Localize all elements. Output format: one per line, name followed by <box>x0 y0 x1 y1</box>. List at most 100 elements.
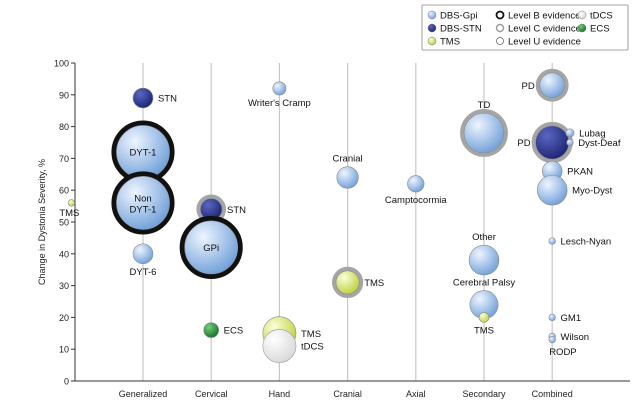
point-label-generalized-non-dyt-1-2: Non DYT-1 <box>130 193 157 215</box>
legend-item-dbs-stn: DBS-STN <box>427 24 482 35</box>
point-label-cervical-ecs-7: ECS <box>224 326 244 337</box>
bubble-fill <box>67 199 76 207</box>
point-combined-myo-dyst-23 <box>536 174 568 206</box>
point-secondary-tms-17 <box>478 312 490 323</box>
bubble-fill <box>116 176 170 230</box>
point-label-generalized-non-dyt-1-2-line-1: DYT-1 <box>130 204 157 215</box>
bubble-fill <box>535 125 570 160</box>
point-combined-lesch-nyan-24 <box>548 237 556 245</box>
x-tick-label-hand: Hand <box>269 389 291 399</box>
point-label-combined-pd-19: PD <box>517 138 530 149</box>
legend-item-level-b-label: Level B evidence <box>508 11 580 22</box>
bubble-fill <box>548 336 556 344</box>
point-secondary-td-14 <box>460 109 508 157</box>
point-label-cervical-gpi-6: GPi <box>203 243 219 254</box>
bubble-fill <box>463 112 505 154</box>
point-combined-dyst-deaf-21 <box>566 138 574 147</box>
bubble-fill <box>548 237 556 245</box>
level-c-ring <box>535 68 569 102</box>
x-tick-label-combined: Combined <box>532 389 573 399</box>
point-label-cranial-cranial-11: Cranial <box>333 154 363 165</box>
point-label-cranial-tms-12: TMS <box>364 278 384 289</box>
bubble-fill <box>184 220 239 275</box>
point-label-hand-tdcs-10: tDCS <box>301 342 324 353</box>
point-hand-tdcs-10 <box>262 329 297 363</box>
point-cranial-tms-12 <box>331 266 364 299</box>
legend-item-level-c: Level C evidence <box>495 23 581 35</box>
point-label-hand-tms-9: TMS <box>301 329 321 340</box>
legend-marker-tdcs <box>577 10 587 20</box>
x-tick-label-generalized: Generalized <box>119 389 168 399</box>
point-generalized-non-dyt-1-2 <box>111 171 175 235</box>
y-tick-label-90: 90 <box>59 90 69 100</box>
legend-item-level-c-label: Level C evidence <box>508 24 581 35</box>
y-tick-label-100: 100 <box>54 59 69 69</box>
x-tick-label-secondary: Secondary <box>462 389 506 399</box>
bubble-fill <box>272 81 287 96</box>
legend-item-level-b: Level B evidence <box>495 10 580 22</box>
legend-item-dbs-gpi-label: DBS-Gpi <box>440 11 477 22</box>
point-combined-rodp-27 <box>548 336 556 344</box>
legend-item-dbs-stn-label: DBS-STN <box>440 24 482 35</box>
bubble-fill <box>539 72 565 99</box>
y-tick-label-60: 60 <box>59 186 69 196</box>
y-axis-title: Change in Dystonia Severity, % <box>37 159 47 285</box>
legend-marker-ecs <box>577 23 587 33</box>
legend-item-tdcs: tDCS <box>577 10 613 22</box>
y-tick-label-10: 10 <box>59 345 69 355</box>
legend-item-ecs-label: ECS <box>590 24 610 35</box>
point-label-secondary-tms-17: TMS <box>474 325 494 336</box>
point-label-secondary-other-15: Other <box>472 232 496 243</box>
legend-marker-tms <box>427 36 437 46</box>
point-label-generalized-dyt-1-1: DYT-1 <box>130 148 157 159</box>
legend-ring-marker <box>496 37 504 45</box>
bubble-fill <box>478 312 490 323</box>
legend-item-tdcs-label: tDCS <box>590 11 613 22</box>
legend-ring-marker <box>495 23 505 33</box>
legend: DBS-Gpi DBS-STN TMS Level B evidence Level C… <box>421 4 629 51</box>
point-label-combined-pd-18: PD <box>522 81 535 92</box>
point-label-hand-writer-s-cramp-8: Writer's Cramp <box>248 98 311 109</box>
point-label-combined-lubag-20: Lubag <box>579 128 605 139</box>
point-label-secondary-cerebral-palsy-16: Cerebral Palsy <box>453 278 516 289</box>
bubble-fill <box>262 329 297 363</box>
y-tick-label-20: 20 <box>59 313 69 323</box>
bubble-fill <box>548 313 556 322</box>
y-tick-label-80: 80 <box>59 122 69 132</box>
level-c-ring <box>460 109 508 157</box>
bubble-fill <box>468 244 500 276</box>
legend-item-tms-label: TMS <box>440 37 460 48</box>
y-tick-label-50: 50 <box>59 218 69 228</box>
legend-item-level-u-label: Level U evidence <box>508 37 581 48</box>
point-combined-pd-19 <box>531 121 573 164</box>
data-points <box>67 68 575 363</box>
bubble-fill <box>335 270 360 295</box>
bubble-fill <box>566 138 574 147</box>
point-label-combined-wilson-26: Wilson <box>561 332 590 343</box>
x-tick-label-cervical: Cervical <box>195 389 228 399</box>
point-label-combined-rodp-27: RODP <box>549 347 576 358</box>
bubble-fill <box>407 175 425 193</box>
point-secondary-other-15 <box>468 244 500 276</box>
legend-item-ecs: ECS <box>577 23 610 35</box>
level-b-ring <box>179 215 243 280</box>
point-label-combined-lesch-nyan-24: Lesch-Nyan <box>561 237 612 248</box>
point-label-cervical-stn-5: STN <box>227 205 246 216</box>
point-label-secondary-td-14: TD <box>478 100 491 111</box>
point-cervical-ecs-7 <box>203 322 219 338</box>
bubble-fill <box>536 174 568 206</box>
point-cranial-cranial-11 <box>336 166 359 189</box>
bubble-fill <box>565 128 575 138</box>
y-tick-label-70: 70 <box>59 154 69 164</box>
legend-item-level-u: Level U evidence <box>496 37 581 48</box>
legend-ring-marker <box>495 10 505 20</box>
legend-item-dbs-gpi: DBS-Gpi <box>427 10 477 22</box>
legend-marker-dbs-gpi <box>427 10 437 20</box>
point-combined-pd-18 <box>535 68 569 102</box>
bubble-fill <box>336 166 359 189</box>
level-b-ring <box>111 171 175 235</box>
point-generalized-dyt-6-4 <box>132 243 154 265</box>
y-tick-label-30: 30 <box>59 281 69 291</box>
point-label-generalized-stn-0: STN <box>158 93 177 104</box>
